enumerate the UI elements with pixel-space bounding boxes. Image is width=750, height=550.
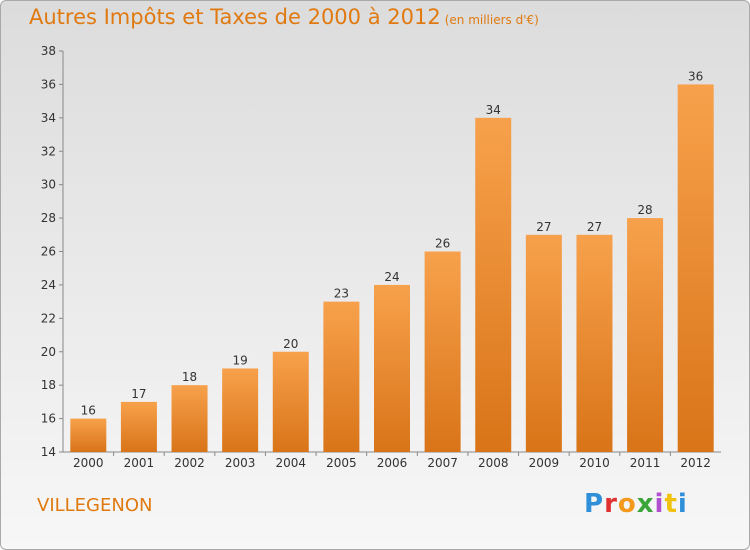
proxiti-logo: Proxiti	[584, 489, 688, 519]
data-labels: 16 17 18 19 20 23 24 26 34 27 27 28 36	[81, 69, 704, 417]
bar-value-label: 26	[435, 237, 450, 251]
bar-value-label: 20	[283, 337, 298, 351]
y-tick-label: 38	[41, 44, 56, 58]
logo-letter: i	[677, 489, 688, 519]
bar-value-label: 34	[486, 103, 501, 117]
axes: 14 16 18 20 22 24 26 28 30 32 34 36 38 2000 2001 2002 20…	[41, 44, 721, 470]
x-tick-label: 2009	[529, 456, 560, 470]
bar-value-label: 24	[384, 270, 399, 284]
bar-value-label: 18	[182, 370, 197, 384]
x-tick-label: 2004	[275, 456, 306, 470]
bar-value-label: 36	[688, 69, 703, 83]
bar	[323, 301, 360, 452]
bar-value-label: 27	[536, 220, 551, 234]
logo-letter: x	[636, 489, 655, 519]
bar	[70, 418, 107, 452]
y-tick-label: 26	[41, 245, 56, 259]
bar	[171, 385, 208, 452]
chart-unit: (en milliers d'€)	[444, 13, 539, 27]
x-tick-label: 2006	[377, 456, 408, 470]
logo-letter: t	[664, 489, 678, 519]
y-tick-label: 24	[41, 278, 56, 292]
logo-letter: o	[617, 489, 637, 519]
y-tick-label: 18	[41, 378, 56, 392]
bar-value-label: 27	[587, 220, 602, 234]
y-tick-label: 14	[41, 445, 56, 459]
bar	[222, 368, 259, 452]
y-tick-label: 20	[41, 345, 56, 359]
bar	[576, 234, 613, 452]
bar	[677, 84, 714, 453]
bar-value-label: 23	[334, 287, 349, 301]
bar	[374, 284, 410, 452]
bar-value-label: 16	[81, 404, 96, 418]
bars	[70, 84, 714, 453]
bar-value-label: 19	[233, 353, 248, 367]
logo-letter: i	[654, 489, 665, 519]
bar	[475, 117, 512, 452]
chart-title-text: Autres Impôts et Taxes de 2000 à 2012	[29, 5, 441, 29]
x-tick-label: 2005	[326, 456, 357, 470]
y-tick-label: 32	[41, 144, 56, 158]
x-tick-label: 2002	[174, 456, 205, 470]
bar	[424, 251, 461, 452]
y-tick-label: 22	[41, 311, 56, 325]
x-tick-label: 2008	[478, 456, 509, 470]
y-tick-label: 30	[41, 178, 56, 192]
bar	[272, 351, 309, 452]
x-tick-label: 2000	[73, 456, 104, 470]
x-tick-label: 2007	[427, 456, 458, 470]
x-tick-label: 2003	[225, 456, 256, 470]
logo-letter: r	[604, 489, 618, 519]
y-tick-label: 28	[41, 211, 56, 225]
place-name: VILLEGENON	[37, 495, 153, 516]
bar	[525, 234, 562, 452]
x-tick-label: 2012	[680, 456, 711, 470]
logo-letter: P	[584, 489, 605, 519]
y-tick-label: 34	[41, 111, 56, 125]
x-tick-label: 2001	[124, 456, 155, 470]
bar-value-label: 28	[637, 203, 652, 217]
bar	[120, 401, 157, 452]
bar	[627, 218, 664, 452]
chart-title: Autres Impôts et Taxes de 2000 à 2012 (en…	[29, 5, 539, 29]
x-tick-label: 2010	[579, 456, 610, 470]
y-tick-label: 36	[41, 77, 56, 91]
y-tick-label: 16	[41, 412, 56, 426]
x-tick-label: 2011	[630, 456, 661, 470]
bar-value-label: 17	[131, 387, 146, 401]
